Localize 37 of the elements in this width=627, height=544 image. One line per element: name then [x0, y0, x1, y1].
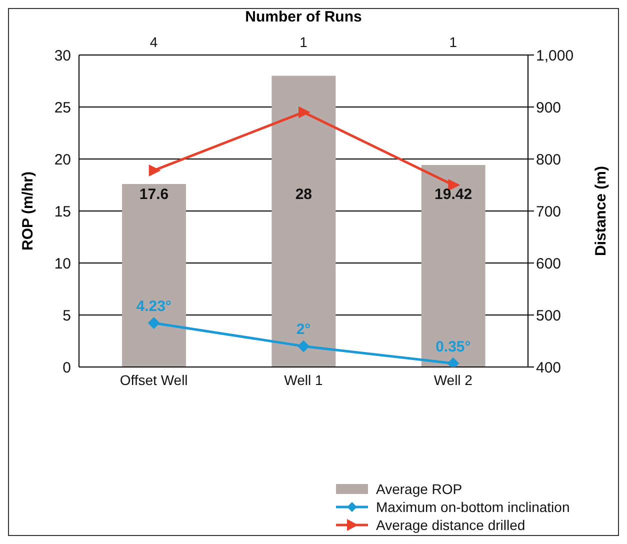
data-label: 28	[295, 186, 312, 203]
y-tick-label: 20	[54, 151, 71, 168]
y-axis-title: ROP (m/hr)	[19, 172, 36, 250]
y-tick-label: 10	[54, 255, 71, 272]
data-label: 4.23°	[136, 298, 172, 316]
data-label: 0.35°	[436, 338, 471, 356]
y-tick-label: 25	[54, 99, 71, 116]
text: 1	[300, 34, 308, 50]
y2-tick-label: 500	[536, 307, 562, 324]
y2-tick-label: 700	[536, 203, 562, 220]
legend-label: Average distance drilled	[376, 517, 526, 533]
legend-label: Average ROP	[376, 481, 462, 497]
x-tick-label: Well 1	[284, 372, 324, 388]
y-tick-label: 15	[54, 203, 71, 220]
y2-tick-label: 600	[536, 255, 562, 272]
y-tick-label: 0	[62, 359, 71, 376]
bar	[421, 165, 486, 367]
y2-axis-title: Distance (m)	[592, 166, 610, 256]
text: 1	[449, 34, 458, 50]
point	[298, 106, 310, 118]
y2-tick-label: 800	[536, 151, 562, 168]
y2-tick-label: 900	[536, 99, 562, 116]
x2-axis-title: Number of Runs	[245, 8, 362, 26]
text: 4	[150, 34, 158, 50]
x-tick-label: Well 2	[434, 372, 473, 388]
legend-label: Maximum on-bottom inclination	[376, 499, 570, 515]
bar	[272, 76, 336, 367]
y-tick-label: 30	[54, 47, 71, 64]
x-tick-label: Offset Well	[120, 372, 188, 388]
y2-tick-label: 400	[536, 359, 562, 376]
data-label: 19.42	[434, 186, 472, 203]
bar	[122, 184, 186, 367]
y2-tick-label: 1,000	[536, 47, 574, 64]
point	[148, 164, 161, 176]
data-label: 17.6	[139, 186, 169, 203]
y-tick-label: 5	[62, 307, 71, 324]
data-label: 2°	[296, 321, 311, 338]
